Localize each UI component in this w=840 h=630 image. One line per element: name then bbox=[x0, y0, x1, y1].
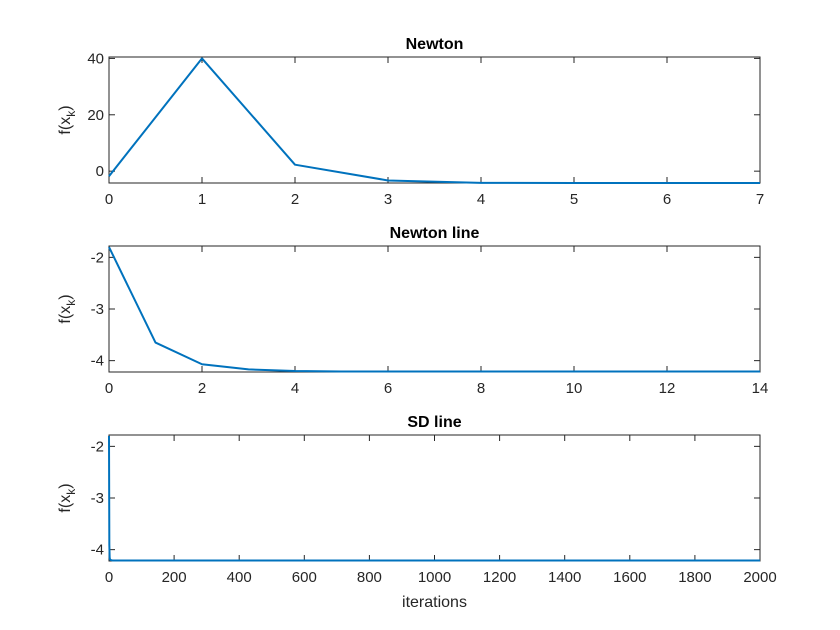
x-tick-label: 2 bbox=[198, 380, 206, 397]
x-tick-label: 0 bbox=[105, 191, 113, 208]
x-tick-label: 800 bbox=[357, 569, 382, 586]
x-tick-label: 14 bbox=[752, 380, 769, 397]
y-tick-label: 20 bbox=[87, 107, 104, 124]
x-tick-label: 1800 bbox=[678, 569, 711, 586]
x-tick-label: 2 bbox=[291, 191, 299, 208]
y-tick-label: 0 bbox=[96, 163, 104, 180]
x-tick-label: 1 bbox=[198, 191, 206, 208]
plot-area bbox=[108, 56, 761, 184]
plot-area bbox=[108, 245, 761, 373]
y-axis-label: f(xk) bbox=[57, 294, 78, 323]
x-tick-label: 6 bbox=[663, 191, 671, 208]
y-tick-label: 40 bbox=[87, 50, 104, 67]
y-tick-label: -4 bbox=[91, 542, 104, 559]
subplot-1: 0 1 2 3 4 5 6 7 0 20 40 Newton f(xk) bbox=[57, 36, 764, 208]
plot-area bbox=[108, 434, 761, 562]
x-tick-label: 1000 bbox=[418, 569, 451, 586]
chart-title: Newton line bbox=[390, 225, 480, 242]
x-tick-label: 1400 bbox=[548, 569, 581, 586]
x-tick-label: 7 bbox=[756, 191, 764, 208]
series-line bbox=[108, 436, 760, 562]
y-axis-label: f(xk) bbox=[57, 105, 78, 134]
chart-title: SD line bbox=[407, 414, 461, 431]
x-tick-label: 8 bbox=[477, 380, 485, 397]
y-tick-label: -3 bbox=[91, 490, 104, 507]
x-tick-label: 0 bbox=[105, 569, 113, 586]
y-tick-label: -3 bbox=[91, 301, 104, 318]
x-tick-label: 0 bbox=[105, 380, 113, 397]
x-tick-label: 10 bbox=[566, 380, 583, 397]
x-tick-label: 3 bbox=[384, 191, 392, 208]
y-tick-label: -4 bbox=[91, 353, 104, 370]
subplot-3: 0 200 400 600 800 1000 1200 1400 1600 1800 2000 -2 -… bbox=[57, 414, 777, 611]
x-tick-label: 6 bbox=[384, 380, 392, 397]
x-tick-label: 600 bbox=[292, 569, 317, 586]
y-tick-label: -2 bbox=[91, 438, 104, 455]
x-tick-label: 200 bbox=[162, 569, 187, 586]
x-axis-label: iterations bbox=[402, 594, 467, 611]
x-tick-label: 4 bbox=[477, 191, 485, 208]
subplot-2: 0 2 4 6 8 10 12 14 -2 -3 -4 Newton line f(xk) bbox=[57, 225, 768, 397]
x-tick-label: 12 bbox=[659, 380, 676, 397]
y-tick-label: -2 bbox=[91, 249, 104, 266]
chart-title: Newton bbox=[406, 36, 464, 53]
x-tick-label: 400 bbox=[227, 569, 252, 586]
x-tick-label: 1200 bbox=[483, 569, 516, 586]
x-tick-label: 5 bbox=[570, 191, 578, 208]
x-tick-label: 4 bbox=[291, 380, 299, 397]
x-tick-label: 1600 bbox=[613, 569, 646, 586]
series-line bbox=[108, 57, 760, 184]
x-tick-label: 2000 bbox=[743, 569, 776, 586]
y-axis-label: f(xk) bbox=[57, 483, 78, 512]
